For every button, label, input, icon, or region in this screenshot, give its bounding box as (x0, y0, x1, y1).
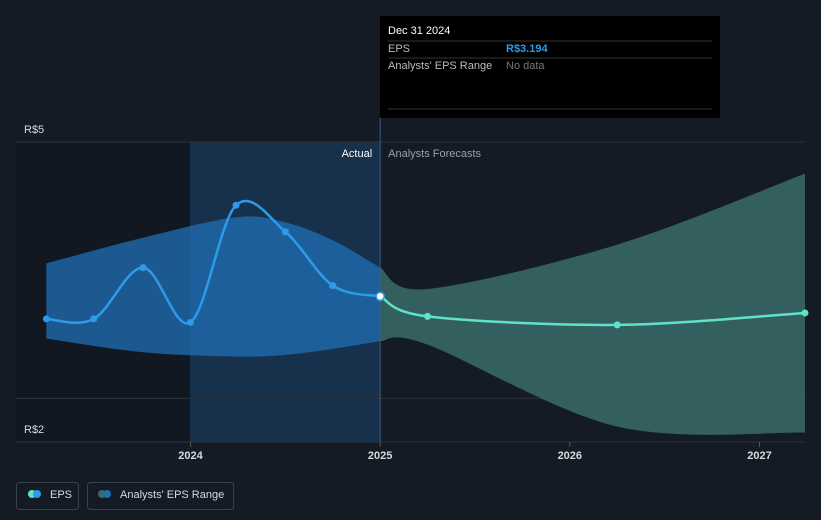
y-tick-label: R$2 (24, 424, 44, 436)
eps-point (613, 321, 621, 329)
legend-item[interactable] (16, 482, 79, 510)
eps-point (90, 315, 98, 323)
eps-point (281, 228, 289, 236)
legend: EPS Analysts' EPS Range (16, 482, 234, 510)
tooltip-box (380, 16, 720, 118)
eps-point (329, 282, 337, 290)
legend-label: EPS (50, 489, 72, 501)
legend-label: Analysts' EPS Range (120, 489, 224, 501)
range-area (380, 173, 805, 435)
eps-point (424, 312, 432, 320)
eps-line (379, 295, 806, 327)
eps-point (42, 315, 50, 323)
eps-line (46, 199, 381, 325)
divider-label: Analysts Forecasts (388, 148, 481, 160)
tooltip-date: Dec 31 2024 (388, 25, 450, 37)
x-tick-label: 2024 (178, 450, 203, 462)
eps-point (232, 201, 240, 209)
tooltip: Dec 31 2024 EPS R$3.194 Analysts' EPS Ra… (380, 16, 720, 118)
tooltip-label: Analysts' EPS Range (388, 60, 492, 72)
eps-point (375, 291, 385, 302)
eps-point (186, 318, 194, 326)
divider-label: Actual (342, 148, 373, 160)
x-tick-label: 2026 (558, 450, 582, 462)
eps-point (801, 309, 809, 317)
eps-point (139, 264, 147, 272)
legend-swatch (33, 490, 41, 498)
x-tick-label: 2027 (747, 450, 771, 462)
tooltip-value: No data (506, 60, 545, 72)
tooltip-label: EPS (388, 43, 410, 55)
y-tick-label: R$5 (24, 124, 44, 136)
plot: R$5 R$2 2024 2025 2026 2027 Actual Analysts For… (16, 118, 809, 462)
legend-item[interactable] (87, 482, 234, 510)
range-area (46, 216, 381, 357)
legend-swatch (103, 490, 111, 498)
x-tick-label: 2025 (368, 450, 392, 462)
tooltip-value: R$3.194 (506, 43, 548, 55)
